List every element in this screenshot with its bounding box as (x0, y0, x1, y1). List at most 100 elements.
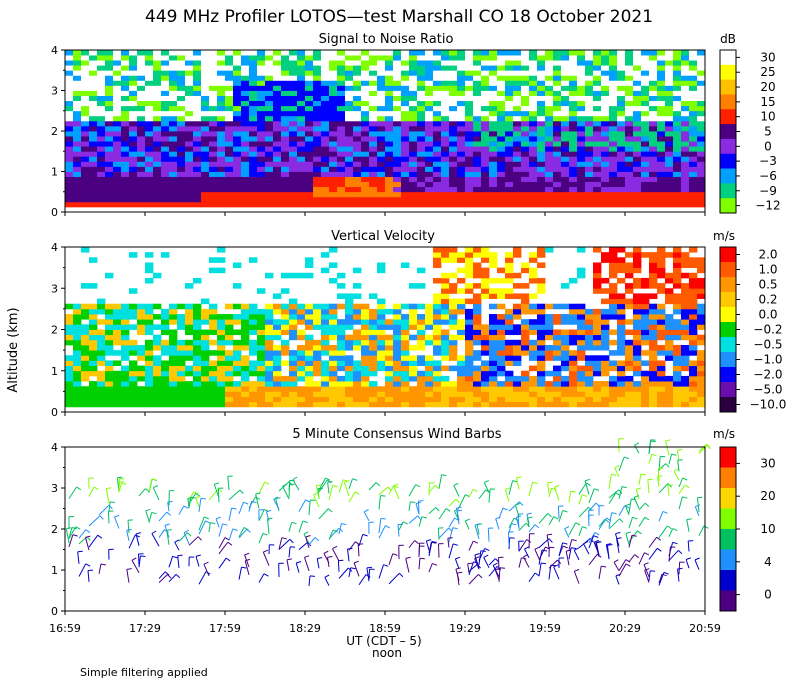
velocity-cell (241, 401, 250, 408)
velocity-cell (465, 329, 474, 336)
snr-cell (697, 115, 706, 122)
snr-cell (577, 171, 586, 177)
snr-cell (417, 70, 426, 76)
velocity-cell (553, 344, 562, 351)
velocity-cell (377, 396, 386, 403)
velocity-cell (233, 365, 242, 372)
colorbar-label: 25 (760, 65, 775, 79)
velocity-cell (489, 401, 498, 408)
snr-cell (121, 191, 130, 198)
snr-cell (225, 151, 234, 157)
velocity-cell (249, 344, 258, 351)
snr-cell (665, 105, 674, 112)
snr-cell (529, 176, 538, 183)
snr-cell (65, 65, 74, 71)
wind-barb-shaft (528, 524, 536, 533)
snr-cell (233, 95, 242, 102)
velocity-cell (217, 381, 226, 387)
wind-barb-shaft (638, 552, 645, 565)
snr-cell (257, 131, 266, 137)
snr-cell (65, 131, 74, 137)
snr-cell (697, 85, 706, 91)
colorbar-label: −0.5 (753, 338, 782, 352)
velocity-cell (321, 386, 330, 392)
velocity-cell (417, 324, 426, 330)
velocity-cell (161, 350, 170, 356)
snr-cell (505, 120, 514, 127)
snr-cell (601, 186, 610, 193)
snr-cell (585, 136, 594, 142)
snr-cell (105, 191, 114, 198)
snr-cell (97, 60, 106, 66)
colorbar-swatch (720, 322, 736, 338)
snr-cell (377, 70, 386, 76)
snr-cell (665, 151, 674, 157)
snr-cell (73, 90, 82, 96)
snr-cell (689, 196, 698, 203)
velocity-cell (441, 303, 450, 310)
velocity-cell (129, 344, 138, 351)
wind-barb-shaft (107, 511, 110, 524)
velocity-cell (449, 365, 458, 372)
wind-barb-shaft (498, 507, 504, 519)
snr-cell (121, 60, 130, 66)
wind-barb-shaft (114, 516, 120, 529)
snr-cell (593, 131, 602, 137)
velocity-cell (689, 381, 698, 387)
snr-cell (505, 115, 514, 122)
snr-cell (73, 201, 82, 208)
snr-cell (633, 125, 642, 132)
velocity-cell (673, 262, 682, 269)
velocity-cell (649, 277, 658, 284)
snr-cell (137, 80, 146, 86)
velocity-cell (105, 319, 114, 325)
snr-cell (465, 120, 474, 127)
snr-cell (553, 65, 562, 71)
snr-cell (281, 50, 290, 56)
velocity-cell (145, 303, 154, 310)
velocity-cell (305, 324, 314, 330)
velocity-cell (561, 355, 570, 361)
snr-cell (649, 141, 658, 147)
snr-cell (97, 120, 106, 127)
velocity-cell (473, 298, 482, 305)
wind-barb-feather (611, 473, 617, 476)
snr-cell (521, 136, 530, 142)
snr-cell (513, 90, 522, 96)
velocity-cell (649, 257, 658, 263)
snr-cell (465, 90, 474, 96)
velocity-cell (665, 381, 674, 387)
snr-cell (369, 186, 378, 193)
snr-cell (153, 151, 162, 157)
velocity-cell (657, 334, 666, 341)
velocity-cell (137, 355, 146, 361)
velocity-cell (361, 308, 370, 315)
snr-cell (185, 171, 194, 177)
velocity-cell (161, 329, 170, 336)
snr-cell (521, 120, 530, 127)
snr-cell (673, 85, 682, 91)
snr-cell (425, 191, 434, 198)
snr-cell (185, 105, 194, 112)
snr-cell (489, 191, 498, 198)
snr-cell (81, 80, 90, 86)
snr-cell (553, 186, 562, 193)
velocity-cell (409, 391, 418, 397)
velocity-cell (449, 350, 458, 356)
velocity-cell (657, 262, 666, 269)
velocity-cell (673, 283, 682, 289)
velocity-cell (521, 401, 530, 408)
snr-cell (505, 100, 514, 107)
snr-cell (161, 85, 170, 91)
snr-cell (65, 146, 74, 152)
velocity-cell (665, 324, 674, 330)
velocity-cell (297, 319, 306, 325)
velocity-cell (425, 370, 434, 377)
wind-barb-shaft (468, 574, 479, 585)
velocity-cell (569, 391, 578, 397)
snr-cell (209, 191, 218, 198)
snr-cell (353, 85, 362, 91)
snr-cell (73, 80, 82, 86)
velocity-cell (489, 303, 498, 310)
snr-cell (649, 131, 658, 137)
